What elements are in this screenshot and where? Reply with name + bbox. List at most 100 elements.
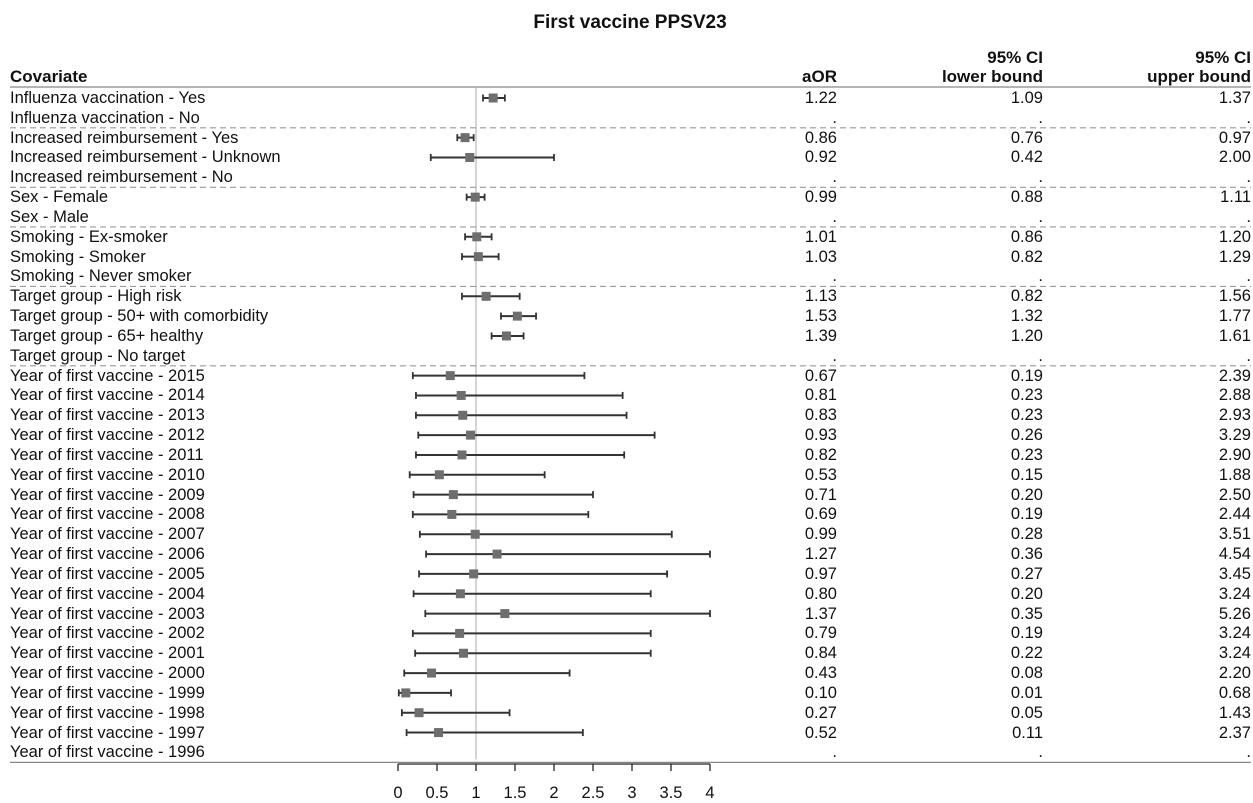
aor-value: 0.53	[804, 465, 837, 484]
point-estimate-marker	[466, 430, 476, 440]
row-label: Target group - 50+ with comorbidity	[10, 307, 269, 326]
point-estimate-marker	[447, 509, 457, 519]
aor-value: 0.52	[804, 723, 837, 742]
aor-value: .	[832, 207, 837, 226]
point-estimate-marker	[456, 390, 466, 400]
lower-bound-value: 0.28	[1010, 525, 1043, 544]
aor-value: 1.01	[804, 227, 837, 246]
header-aor: aOR	[802, 67, 837, 86]
point-estimate-marker	[448, 490, 458, 500]
header-covariate: Covariate	[10, 67, 88, 86]
row-label: Year of first vaccine - 2011	[10, 445, 204, 464]
point-estimate-marker	[457, 450, 467, 460]
point-estimate-marker	[469, 569, 479, 579]
row-label: Sex - Female	[10, 188, 109, 207]
aor-value: 0.99	[804, 525, 837, 544]
aor-value: 0.71	[804, 485, 837, 504]
row-label: Sex - Male	[10, 207, 89, 226]
row-label: Year of first vaccine - 2002	[10, 624, 205, 643]
lower-bound-value: 1.09	[1010, 89, 1043, 107]
point-estimate-marker	[401, 688, 411, 698]
row-label: Year of first vaccine - 2015	[10, 366, 205, 385]
point-estimate-marker	[488, 93, 498, 103]
point-estimate-marker	[458, 410, 468, 420]
row-label: Increased reimbursement - No	[10, 168, 233, 187]
row-label: Year of first vaccine - 1996	[10, 743, 205, 762]
aor-value: 1.53	[804, 307, 837, 326]
row-label: Year of first vaccine - 2000	[10, 664, 205, 683]
lower-bound-value: .	[1038, 207, 1043, 226]
x-tick-label: 3	[627, 784, 636, 802]
upper-bound-value: 1.37	[1218, 89, 1251, 107]
upper-bound-value: 3.24	[1218, 644, 1251, 663]
point-estimate-marker	[512, 311, 522, 321]
upper-bound-value: 4.54	[1218, 545, 1251, 564]
row-label: Year of first vaccine - 2007	[10, 525, 205, 544]
lower-bound-value: 0.11	[1012, 723, 1043, 742]
upper-bound-value: 2.37	[1218, 723, 1251, 742]
x-tick-label: 1.5	[504, 784, 527, 802]
row-label: Year of first vaccine - 2013	[10, 406, 205, 425]
point-estimate-marker	[459, 648, 469, 658]
lower-bound-value: .	[1038, 346, 1043, 365]
point-estimate-marker	[434, 728, 444, 738]
header-lower-line1: 95% CI	[987, 48, 1043, 67]
row-label: Target group - High risk	[10, 287, 182, 306]
upper-bound-value: .	[1246, 267, 1251, 286]
lower-bound-value: 0.20	[1010, 485, 1043, 504]
aor-value: 1.03	[804, 247, 837, 266]
lower-bound-value: .	[1038, 108, 1043, 127]
lower-bound-value: 0.22	[1010, 644, 1043, 663]
aor-value: 1.37	[804, 604, 837, 623]
lower-bound-value: 0.19	[1010, 366, 1043, 385]
upper-bound-value: 2.44	[1218, 505, 1251, 524]
row-label: Smoking - Never smoker	[10, 267, 192, 286]
upper-bound-value: 1.20	[1218, 227, 1251, 246]
row-label: Year of first vaccine - 2012	[10, 426, 205, 445]
upper-bound-value: .	[1246, 743, 1251, 762]
row-label: Smoking - Smoker	[10, 247, 146, 266]
aor-value: 0.81	[804, 386, 837, 405]
row-label: Influenza vaccination - Yes	[10, 89, 206, 107]
point-estimate-marker	[472, 232, 482, 242]
lower-bound-value: 0.42	[1010, 148, 1043, 167]
aor-value: 1.27	[804, 545, 837, 564]
x-tick-label: 4	[705, 784, 714, 802]
upper-bound-value: .	[1246, 346, 1251, 365]
upper-bound-value: 2.20	[1218, 664, 1251, 683]
aor-value: 0.67	[804, 366, 837, 385]
upper-bound-value: 1.77	[1218, 307, 1251, 326]
upper-bound-value: 2.39	[1218, 366, 1251, 385]
lower-bound-value: 0.23	[1010, 386, 1043, 405]
row-label: Year of first vaccine - 2004	[10, 584, 205, 603]
point-estimate-marker	[470, 529, 480, 539]
aor-value: .	[832, 346, 837, 365]
row-label: Target group - 65+ healthy	[10, 326, 204, 345]
aor-value: 0.83	[804, 406, 837, 425]
aor-value: 0.97	[804, 564, 837, 583]
aor-value: 0.27	[804, 703, 837, 722]
point-estimate-marker	[455, 628, 465, 638]
upper-bound-value: 3.24	[1218, 584, 1251, 603]
row-label: Increased reimbursement - Yes	[10, 128, 239, 147]
aor-value: .	[832, 168, 837, 187]
aor-value: 0.10	[804, 683, 837, 702]
aor-value: 1.22	[804, 89, 837, 107]
aor-value: 0.92	[804, 148, 837, 167]
point-estimate-marker	[427, 668, 437, 678]
upper-bound-value: 5.26	[1218, 604, 1251, 623]
upper-bound-value: 2.88	[1218, 386, 1251, 405]
lower-bound-value: 0.26	[1010, 426, 1043, 445]
row-label: Year of first vaccine - 2009	[10, 485, 205, 504]
point-estimate-marker	[492, 549, 502, 559]
lower-bound-value: 0.23	[1010, 445, 1043, 464]
upper-bound-value: 1.61	[1218, 326, 1251, 345]
row-label: Year of first vaccine - 2005	[10, 564, 205, 583]
aor-value: .	[832, 267, 837, 286]
header-upper-line2: upper bound	[1147, 67, 1251, 86]
upper-bound-value: 0.68	[1218, 683, 1251, 702]
upper-bound-value: 1.43	[1218, 703, 1251, 722]
lower-bound-value: 0.82	[1010, 247, 1043, 266]
aor-value: 0.99	[804, 188, 837, 207]
